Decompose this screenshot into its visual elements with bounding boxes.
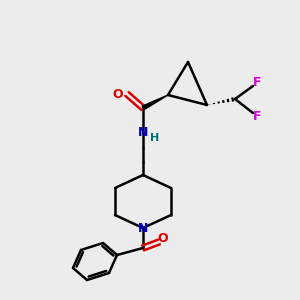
Text: F: F	[253, 110, 261, 122]
Text: F: F	[253, 76, 261, 89]
Text: O: O	[158, 232, 168, 245]
Text: N: N	[138, 127, 148, 140]
Text: N: N	[138, 221, 148, 235]
Text: H: H	[150, 133, 160, 143]
Text: O: O	[113, 88, 123, 100]
Polygon shape	[142, 95, 168, 110]
